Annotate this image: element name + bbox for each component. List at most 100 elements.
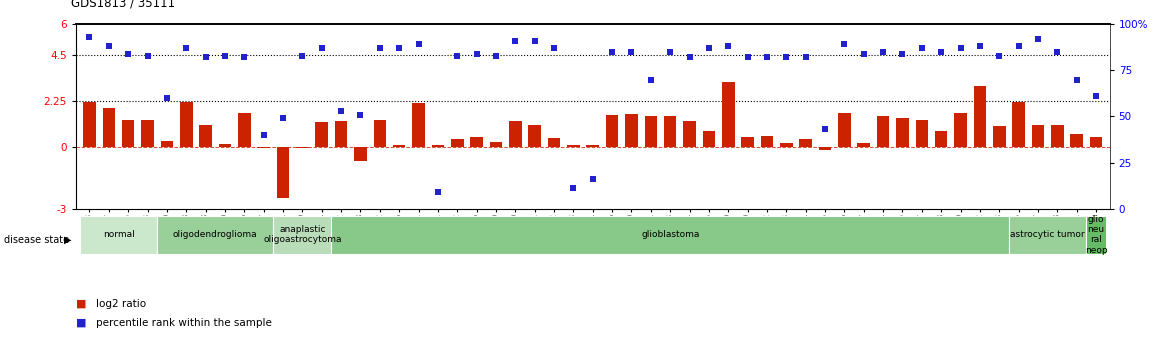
Bar [760,136,773,147]
Bar [974,86,986,147]
Point [661,49,680,55]
Point [623,49,641,55]
Point [332,108,350,114]
Bar [509,120,522,147]
Bar [141,119,154,147]
Text: disease state: disease state [4,235,69,245]
Bar [568,145,579,147]
Point [255,132,273,138]
Bar [238,114,251,147]
Bar [180,102,193,147]
Point [603,49,621,55]
Bar [257,147,270,148]
Point [467,51,486,57]
Bar [83,102,96,147]
Point [990,53,1009,58]
Point [641,77,660,82]
Text: ■: ■ [76,299,86,308]
Point [680,55,698,60]
Point [216,53,235,58]
Point [894,51,912,57]
Point [526,38,544,43]
Bar [412,103,425,147]
Point [390,46,409,51]
Text: oligodendroglioma: oligodendroglioma [173,230,258,239]
Point [874,49,892,55]
Point [1048,49,1066,55]
Text: log2 ratio: log2 ratio [96,299,146,308]
Point [196,55,215,60]
Point [176,46,195,51]
Bar [451,139,464,147]
Text: GDS1813 / 35111: GDS1813 / 35111 [71,0,175,9]
Point [506,38,524,43]
Bar [528,125,541,147]
Text: normal: normal [103,230,134,239]
Point [971,43,989,49]
Bar [332,216,1009,254]
Bar [857,143,870,147]
Point [235,55,253,60]
Text: percentile rank within the sample: percentile rank within the sample [96,318,272,327]
Bar [742,137,753,147]
Point [544,46,563,51]
Bar [273,216,332,254]
Bar [703,131,715,147]
Bar [877,117,889,147]
Bar [896,118,909,147]
Point [312,46,331,51]
Text: anaplastic
oligoastrocytoma: anaplastic oligoastrocytoma [263,225,342,244]
Bar [663,117,676,147]
Bar [799,139,812,147]
Point [932,49,951,55]
Text: ■: ■ [76,318,86,327]
Bar [586,145,599,147]
Bar [315,121,328,147]
Point [158,95,176,101]
Bar [625,115,638,147]
Bar [374,119,387,147]
Bar [722,81,735,147]
Bar [1051,125,1064,147]
Bar [161,141,173,147]
Point [119,51,138,57]
Point [99,43,118,49]
Point [583,176,602,182]
Bar [683,120,696,147]
Bar [489,142,502,147]
Point [797,55,815,60]
Bar [548,138,561,147]
Text: glio
neu
ral
neop: glio neu ral neop [1085,215,1107,255]
Point [758,55,777,60]
Bar [1031,125,1044,147]
Point [409,42,427,47]
Point [700,46,718,51]
Point [1068,77,1086,82]
Bar [158,216,273,254]
Bar [993,126,1006,147]
Point [487,53,506,58]
Bar [1013,102,1024,147]
Point [429,189,447,195]
Bar [392,145,405,147]
Bar [200,125,211,147]
Bar [916,119,929,147]
Bar [335,120,347,147]
Text: astrocytic tumor: astrocytic tumor [1010,230,1085,239]
Point [719,43,738,49]
Bar [954,114,967,147]
Point [1086,93,1105,99]
Bar [121,119,134,147]
Bar [297,147,308,148]
Bar [103,108,116,147]
Bar [1090,137,1103,147]
Bar [79,216,158,254]
Point [564,186,583,191]
Point [951,46,969,51]
Text: glioblastoma: glioblastoma [641,230,700,239]
Point [81,34,99,40]
Point [1029,36,1048,42]
Bar [1070,134,1083,147]
Bar [645,117,658,147]
Bar [1009,216,1086,254]
